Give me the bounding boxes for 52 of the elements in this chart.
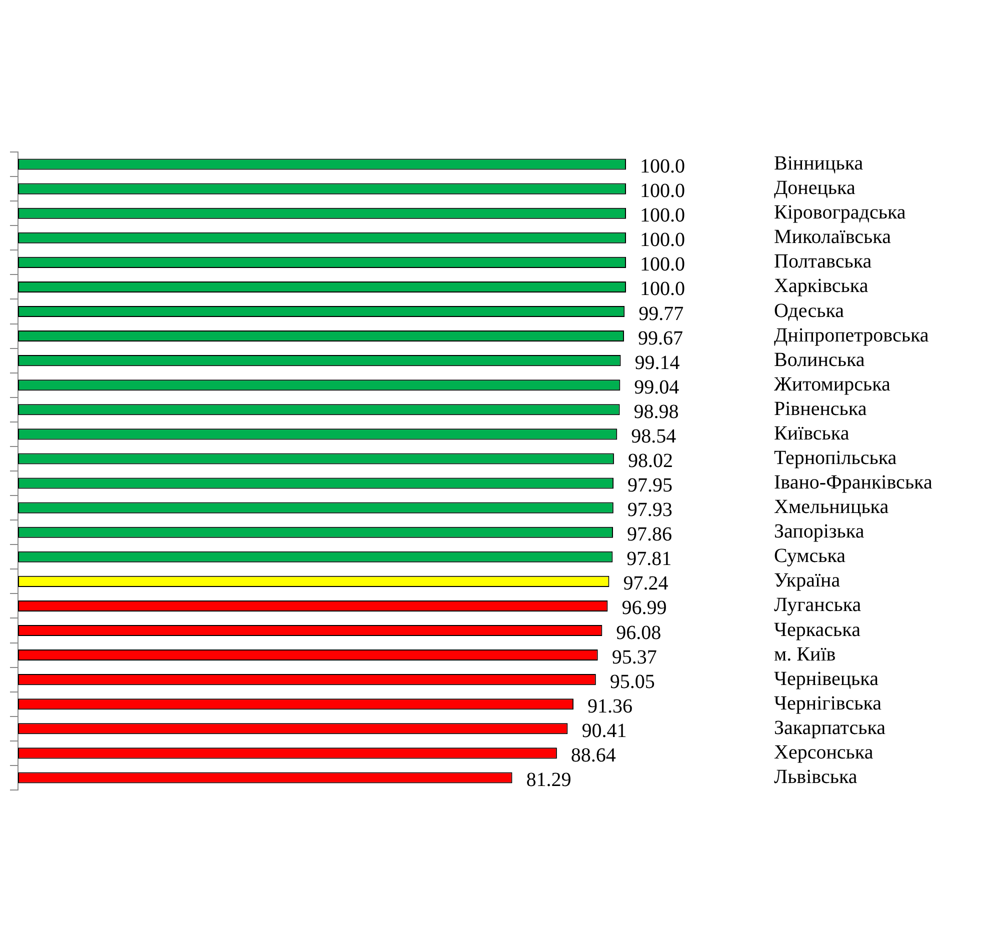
y-tick-label: Вінницька [774, 152, 864, 175]
data-label: 95.37 [612, 646, 657, 668]
data-label: 98.02 [628, 450, 673, 472]
y-tick-label: Рівненська [774, 398, 867, 420]
y-tick-label: м. Київ [774, 643, 836, 666]
data-label: 91.36 [587, 695, 632, 718]
y-tick-label: Полтавська [774, 250, 872, 273]
y-tick-label: Хмельницька [774, 496, 889, 518]
y-tick-label: Одеська [774, 300, 844, 322]
data-label: 90.41 [582, 720, 627, 742]
data-label: 100.0 [640, 254, 685, 276]
data-label: 99.04 [634, 376, 680, 398]
data-label: 97.93 [627, 499, 672, 522]
y-tick-label: Україна [774, 570, 840, 592]
data-label: 97.95 [628, 474, 673, 497]
data-label: 100.0 [640, 180, 685, 202]
y-tick-label: Миколаївська [774, 226, 892, 248]
y-tick-label: Харківська [774, 275, 868, 298]
data-label: 98.98 [634, 400, 679, 423]
data-label: 88.64 [570, 744, 616, 766]
y-tick-label: Волинська [774, 348, 865, 371]
y-tick-label: Донецька [774, 177, 856, 200]
data-label: 97.24 [623, 572, 668, 595]
data-label: 97.86 [626, 524, 672, 546]
data-label: 96.99 [622, 597, 667, 620]
y-tick-label: Запорізька [774, 520, 864, 543]
y-tick-label: Луганська [774, 594, 862, 616]
data-label: 97.81 [626, 548, 672, 570]
data-label: 100.0 [640, 156, 685, 178]
data-label: 95.05 [610, 670, 655, 693]
data-label: 81.29 [526, 768, 572, 791]
y-tick-label: Сумська [774, 545, 846, 568]
data-label: 99.77 [638, 302, 684, 325]
y-tick-label: Кіровоградська [774, 202, 906, 224]
y-tick-label: Херсонська [774, 741, 874, 764]
y-tick-label: Львівська [774, 766, 858, 788]
data-label: 96.08 [616, 622, 662, 644]
y-tick-label: Чернівецька [774, 668, 879, 690]
y-tick-label: Черкаська [774, 618, 861, 641]
data-label: 99.67 [638, 327, 683, 350]
y-tick-label: Дніпропетровська [774, 324, 929, 346]
y-tick-label: Житомирська [774, 373, 890, 396]
data-label: 100.0 [640, 204, 685, 227]
y-tick-label: Чернігівська [774, 692, 882, 714]
data-label: 98.54 [631, 425, 676, 448]
data-label: 100.0 [640, 278, 685, 300]
y-tick-label: Івано-Франківська [774, 472, 932, 494]
data-label: 99.14 [634, 352, 680, 374]
data-label: 100.0 [640, 229, 685, 252]
y-tick-label: Тернопільська [774, 446, 897, 469]
y-tick-label: Закарпатська [774, 716, 886, 739]
y-tick-label: Київська [774, 422, 850, 444]
